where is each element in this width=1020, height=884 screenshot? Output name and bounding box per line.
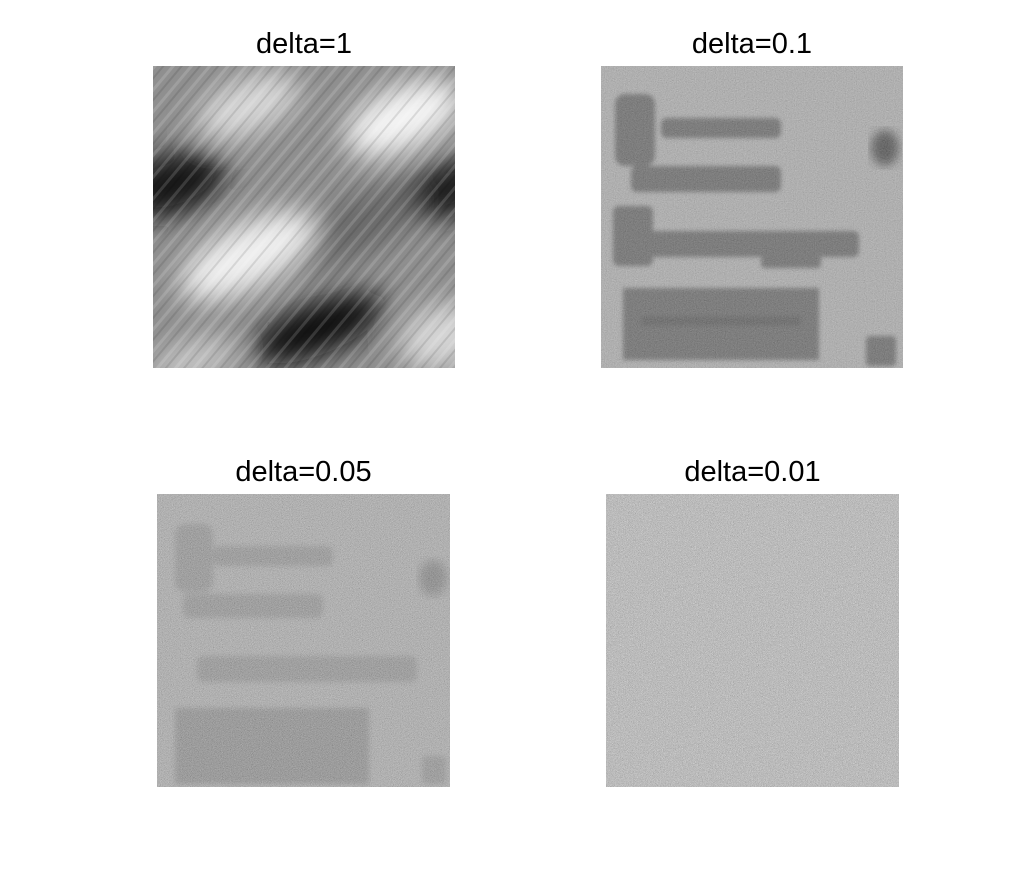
panel-title-delta-0-01: delta=0.01 <box>684 456 821 488</box>
panel-image-delta-0-05 <box>157 494 450 787</box>
panel-image-delta-0-01 <box>606 494 899 787</box>
panel-image-delta-1 <box>153 66 455 368</box>
panel-title-delta-0-05: delta=0.05 <box>235 456 372 488</box>
panel-title-delta-0-1: delta=0.1 <box>691 28 813 60</box>
panel-title-delta-1: delta=1 <box>256 28 352 60</box>
panel-image-delta-0-1 <box>601 66 903 368</box>
